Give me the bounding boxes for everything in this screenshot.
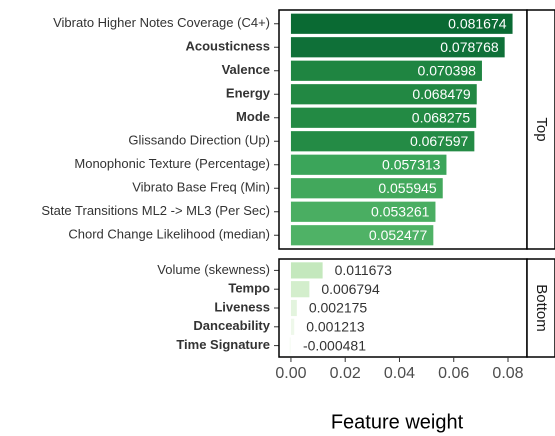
value-label: 0.057313 bbox=[382, 156, 441, 172]
category-label: Time Signature bbox=[176, 337, 270, 352]
value-label: 0.053261 bbox=[371, 203, 430, 219]
category-label: Glissando Direction (Up) bbox=[128, 133, 270, 148]
value-label: 0.068275 bbox=[412, 109, 471, 125]
value-label: 0.055945 bbox=[378, 180, 437, 196]
category-label: Chord Change Likelihood (median) bbox=[68, 227, 270, 242]
facet-label: Top bbox=[533, 117, 550, 141]
x-axis-title: Feature weight bbox=[331, 411, 464, 433]
category-label: Valence bbox=[222, 62, 270, 77]
x-tick-label: 0.08 bbox=[492, 365, 523, 382]
category-label: State Transitions ML2 -> ML3 (Per Sec) bbox=[41, 203, 270, 218]
category-label: Danceability bbox=[193, 318, 270, 333]
category-label: Acousticness bbox=[185, 39, 270, 54]
value-label: 0.002175 bbox=[309, 300, 368, 316]
value-label: 0.052477 bbox=[369, 227, 428, 243]
x-tick-label: 0.02 bbox=[330, 365, 361, 382]
category-label: Monophonic Texture (Percentage) bbox=[74, 156, 270, 171]
category-label: Tempo bbox=[228, 281, 270, 296]
value-label: 0.078768 bbox=[440, 39, 499, 55]
bar bbox=[290, 318, 295, 335]
bar bbox=[289, 337, 291, 354]
bar bbox=[290, 107, 477, 128]
x-tick-label: 0.04 bbox=[384, 365, 415, 382]
value-label: 0.011673 bbox=[335, 262, 393, 278]
value-label: 0.068479 bbox=[412, 86, 471, 102]
bar bbox=[290, 262, 323, 279]
facet-strip bbox=[526, 258, 555, 358]
bar bbox=[290, 84, 477, 105]
category-label: Energy bbox=[226, 86, 271, 101]
value-label: 0.006794 bbox=[321, 281, 380, 297]
x-tick-label: 0.06 bbox=[438, 365, 469, 382]
facet-strip bbox=[526, 9, 555, 250]
bar bbox=[290, 60, 482, 81]
bar bbox=[290, 13, 513, 34]
category-label: Mode bbox=[236, 109, 270, 124]
bar bbox=[290, 37, 505, 58]
bar bbox=[290, 131, 475, 152]
facet-label: Bottom bbox=[533, 284, 550, 332]
value-label: 0.001213 bbox=[306, 319, 365, 335]
bar bbox=[290, 178, 443, 199]
bar bbox=[290, 201, 436, 222]
bar bbox=[290, 299, 297, 317]
x-tick-label: 0.00 bbox=[275, 365, 306, 382]
category-label: Volume (skewness) bbox=[157, 262, 270, 277]
bar bbox=[290, 154, 447, 175]
value-label: 0.081674 bbox=[448, 15, 507, 31]
value-label: 0.067597 bbox=[410, 133, 469, 149]
value-label: -0.000481 bbox=[303, 337, 366, 353]
category-label: Vibrato Base Freq (Min) bbox=[132, 180, 270, 195]
value-label: 0.070398 bbox=[418, 62, 477, 78]
category-label: Liveness bbox=[214, 299, 270, 314]
bar bbox=[290, 281, 310, 298]
category-label: Vibrato Higher Notes Coverage (C4+) bbox=[53, 15, 270, 30]
bar bbox=[290, 225, 434, 246]
